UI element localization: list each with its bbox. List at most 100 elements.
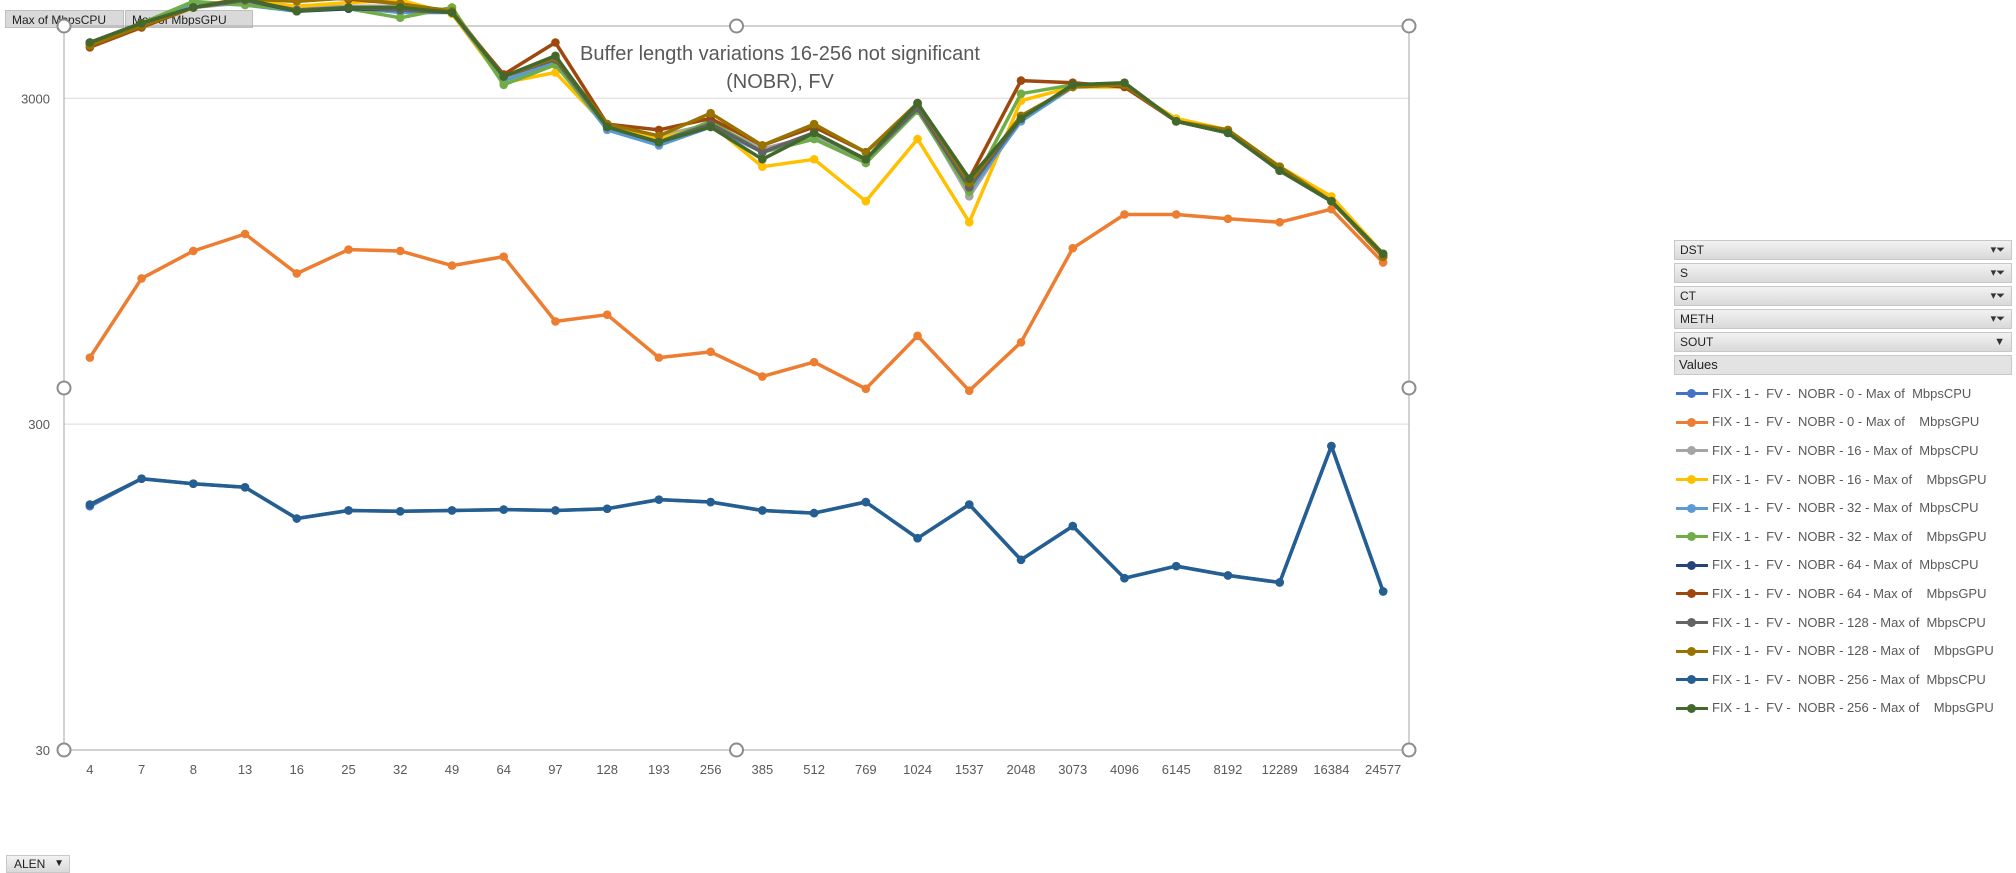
x-tick-label: 8192 bbox=[1213, 762, 1242, 777]
data-point bbox=[1016, 555, 1026, 565]
series-line bbox=[89, 444, 1385, 592]
legend-entry[interactable]: FIX - 1 - FV - NOBR - 64 - Max of MbpsGP… bbox=[1674, 579, 2012, 608]
legend-label: FIX - 1 - FV - NOBR - 32 - Max of MbpsGP… bbox=[1712, 528, 1987, 544]
legend-swatch bbox=[1674, 502, 1710, 514]
series-1 bbox=[85, 204, 1388, 395]
filter-field-ct[interactable]: CT ▾⏷ bbox=[1674, 286, 2012, 306]
data-point bbox=[499, 80, 509, 90]
legend-entry[interactable]: FIX - 1 - FV - NOBR - 16 - Max of MbpsGP… bbox=[1674, 465, 2012, 494]
data-point bbox=[758, 372, 767, 381]
filter-field-meth[interactable]: METH ▾⏷ bbox=[1674, 309, 2012, 329]
data-point bbox=[551, 38, 560, 47]
data-point bbox=[344, 0, 353, 3]
data-point bbox=[499, 72, 509, 81]
legend-swatch bbox=[1674, 530, 1710, 542]
filter-field-sout[interactable]: SOUT ▼ bbox=[1674, 332, 2012, 352]
data-point bbox=[344, 506, 353, 515]
filter-field-dst[interactable]: DST ▾⏷ bbox=[1674, 240, 2012, 260]
x-tick-label: 6145 bbox=[1162, 762, 1191, 777]
legend-entry[interactable]: FIX - 1 - FV - NOBR - 64 - Max of MbpsCP… bbox=[1674, 551, 2012, 580]
filter-funnel-icon[interactable]: ▾⏷ bbox=[1990, 267, 2005, 279]
x-tick-label: 25 bbox=[341, 762, 355, 777]
filter-funnel-icon[interactable]: ▾⏷ bbox=[1990, 313, 2005, 325]
x-tick-label: 16384 bbox=[1313, 762, 1349, 777]
data-point bbox=[861, 497, 871, 507]
data-point bbox=[292, 0, 302, 6]
x-tick-label: 49 bbox=[445, 762, 459, 777]
legend-entry[interactable]: FIX - 1 - FV - NOBR - 0 - Max of MbpsGPU bbox=[1674, 408, 2012, 437]
data-point bbox=[551, 506, 560, 515]
data-point bbox=[1016, 76, 1026, 85]
legend-label: FIX - 1 - FV - NOBR - 16 - Max of MbpsGP… bbox=[1712, 471, 1987, 487]
legend-swatch bbox=[1674, 616, 1710, 628]
legend-label: FIX - 1 - FV - NOBR - 64 - Max of MbpsCP… bbox=[1712, 557, 1979, 573]
legend-entry[interactable]: FIX - 1 - FV - NOBR - 32 - Max of MbpsGP… bbox=[1674, 522, 2012, 551]
data-point bbox=[1068, 521, 1078, 531]
filter-fields: DST ▾⏷ S ▾⏷ CT ▾⏷ METH ▾⏷ SOUT ▼ bbox=[1674, 240, 2012, 352]
resize-handle[interactable] bbox=[729, 742, 744, 758]
y-tick-label: 3000 bbox=[21, 91, 50, 106]
data-point bbox=[1223, 214, 1233, 224]
data-point bbox=[137, 274, 146, 283]
legend-label: FIX - 1 - FV - NOBR - 0 - Max of MbpsGPU bbox=[1712, 414, 1980, 430]
x-tick-label: 2048 bbox=[1007, 762, 1036, 777]
resize-handle[interactable] bbox=[56, 742, 72, 758]
filter-funnel-icon[interactable]: ▾⏷ bbox=[1990, 244, 2005, 256]
filter-field-s[interactable]: S ▾⏷ bbox=[1674, 263, 2012, 283]
resize-handle[interactable] bbox=[729, 18, 744, 34]
data-point bbox=[189, 479, 198, 488]
legend-entry[interactable]: FIX - 1 - FV - NOBR - 0 - Max of MbpsCPU bbox=[1674, 379, 2012, 408]
data-point bbox=[551, 51, 560, 61]
x-tick-label: 12289 bbox=[1262, 762, 1298, 777]
chart-title-line-2: (NOBR), FV bbox=[726, 71, 834, 93]
data-point bbox=[1068, 80, 1078, 90]
data-point bbox=[240, 483, 250, 492]
x-tick-label: 64 bbox=[496, 762, 510, 777]
legend-label: FIX - 1 - FV - NOBR - 0 - Max of MbpsCPU bbox=[1712, 385, 1972, 401]
legend-swatch bbox=[1674, 587, 1710, 599]
x-tick-label: 256 bbox=[700, 762, 722, 777]
data-point bbox=[913, 331, 922, 341]
data-point bbox=[189, 246, 198, 256]
dropdown-arrow-icon[interactable]: ▼ bbox=[54, 858, 64, 869]
x-tick-label: 385 bbox=[752, 762, 774, 777]
filter-funnel-icon[interactable]: ▾⏷ bbox=[1990, 290, 2005, 302]
data-point bbox=[1275, 578, 1284, 587]
y-tick-label: 300 bbox=[28, 417, 50, 432]
dropdown-arrow-icon[interactable]: ▼ bbox=[1994, 336, 2005, 348]
data-point bbox=[1327, 204, 1336, 214]
data-point bbox=[706, 497, 715, 507]
legend-entry[interactable]: FIX - 1 - FV - NOBR - 128 - Max of MbpsG… bbox=[1674, 636, 2012, 665]
legend-entry[interactable]: FIX - 1 - FV - NOBR - 256 - Max of MbpsG… bbox=[1674, 694, 2012, 723]
resize-handle[interactable] bbox=[56, 18, 72, 34]
data-point bbox=[809, 119, 819, 129]
chart-legend: FIX - 1 - FV - NOBR - 0 - Max of MbpsCPU… bbox=[1674, 379, 2012, 722]
data-point bbox=[137, 18, 146, 28]
data-point bbox=[1378, 249, 1388, 259]
filter-field-label: DST bbox=[1680, 243, 1704, 257]
x-axis: 4 7 8 13 16 25 32 49 64 97 128 193 256 385 512 769 1024 1… bbox=[86, 762, 1401, 777]
resize-handle[interactable] bbox=[1401, 742, 1417, 758]
legend-entry[interactable]: FIX - 1 - FV - NOBR - 16 - Max of MbpsCP… bbox=[1674, 436, 2012, 465]
y-axis: 30 300 3000 bbox=[21, 91, 50, 758]
data-point bbox=[861, 384, 871, 394]
data-point bbox=[706, 347, 715, 357]
data-point bbox=[913, 134, 922, 144]
legend-entry[interactable]: FIX - 1 - FV - NOBR - 256 - Max of MbpsC… bbox=[1674, 665, 2012, 694]
data-point bbox=[861, 154, 871, 164]
x-tick-label: 193 bbox=[648, 762, 670, 777]
resize-handle[interactable] bbox=[56, 380, 72, 396]
resize-handle[interactable] bbox=[1401, 18, 1417, 34]
data-point bbox=[1223, 571, 1233, 580]
resize-handle[interactable] bbox=[1401, 380, 1417, 396]
data-point bbox=[499, 505, 509, 514]
chart-resize-handles[interactable] bbox=[56, 18, 1417, 758]
legend-entry[interactable]: FIX - 1 - FV - NOBR - 128 - Max of MbpsC… bbox=[1674, 608, 2012, 637]
legend-entry[interactable]: FIX - 1 - FV - NOBR - 32 - Max of MbpsCP… bbox=[1674, 493, 2012, 522]
data-point bbox=[292, 269, 302, 278]
filter-field-label: SOUT bbox=[1680, 335, 1714, 349]
filter-field-label: CT bbox=[1680, 289, 1696, 303]
data-point bbox=[499, 252, 509, 261]
axis-field-alen[interactable]: ALEN ▼ bbox=[6, 855, 70, 873]
